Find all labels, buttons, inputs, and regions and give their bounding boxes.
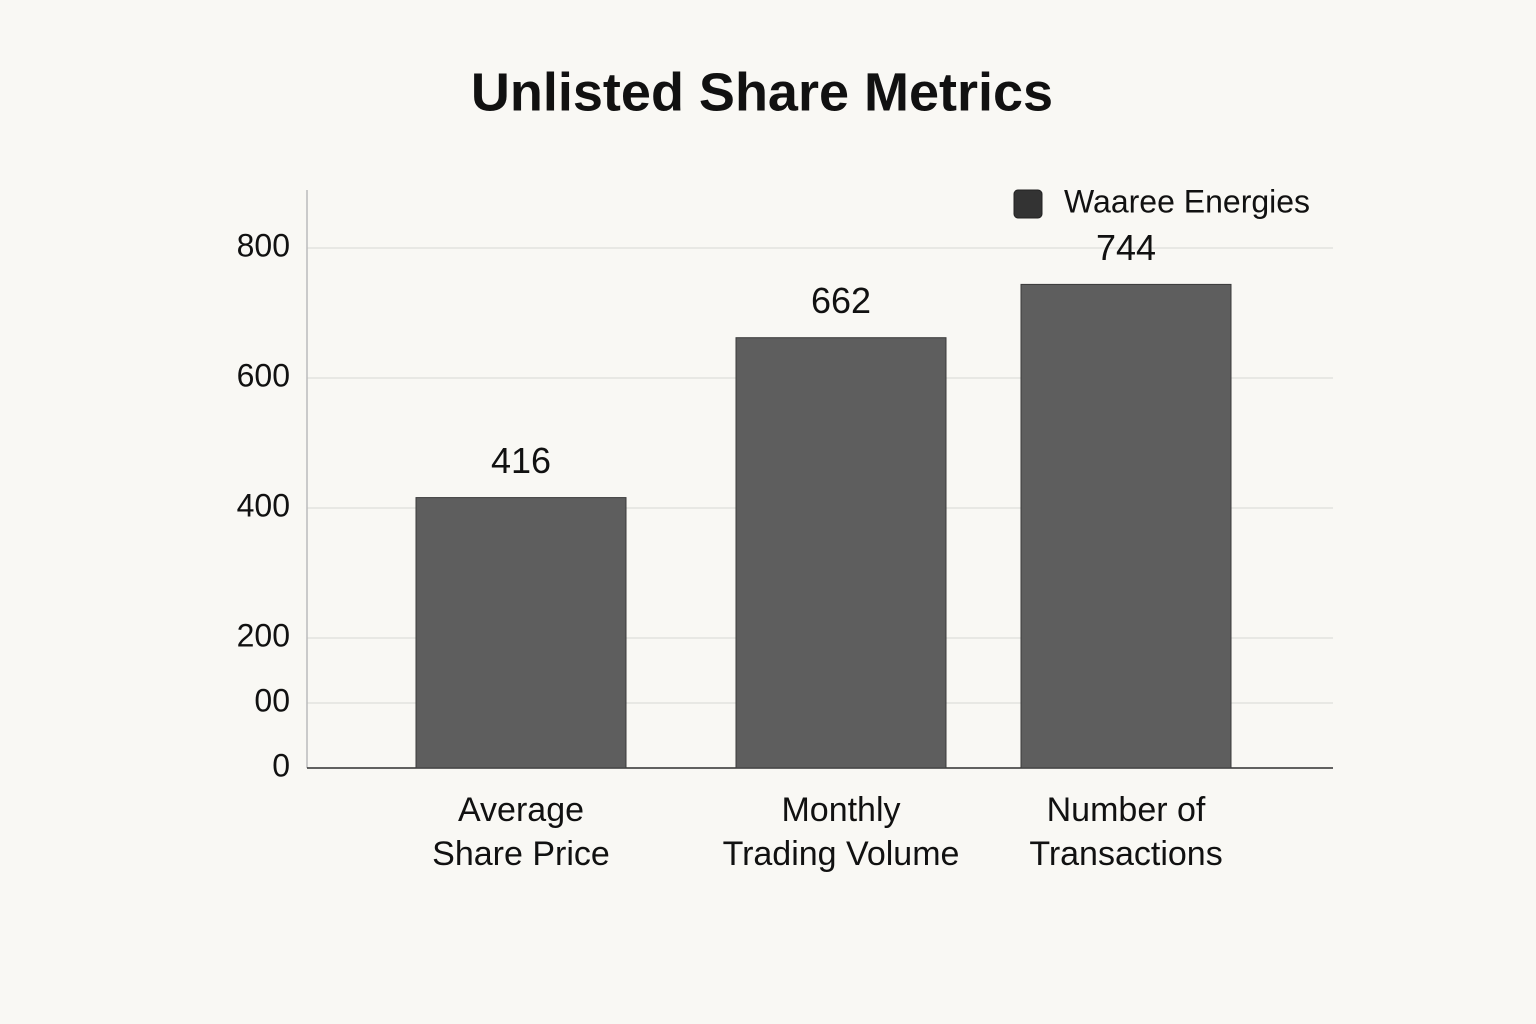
x-tick-label: Number of Transactions [1029, 791, 1223, 873]
bar [735, 337, 947, 769]
y-tick-label: 800 [237, 227, 290, 263]
value-label: 416 [491, 440, 551, 481]
y-tick-label: 0 [272, 747, 290, 783]
value-label: 662 [811, 280, 871, 321]
y-tick-label: 00 [254, 682, 290, 718]
y-tick-label: 600 [237, 357, 290, 393]
y-tick-label: 200 [237, 617, 290, 653]
x-tick-label: Average Share Price [432, 791, 610, 873]
x-tick-label: Monthly Trading Volume [722, 791, 960, 873]
legend-label: Waaree Energies [1064, 183, 1310, 219]
legend-swatch [1013, 189, 1043, 219]
y-tick-label: 400 [237, 487, 290, 523]
chart-title: Unlisted Share Metrics [471, 62, 1053, 122]
bar [415, 497, 627, 769]
bar [1020, 283, 1232, 769]
value-label: 744 [1096, 227, 1156, 268]
